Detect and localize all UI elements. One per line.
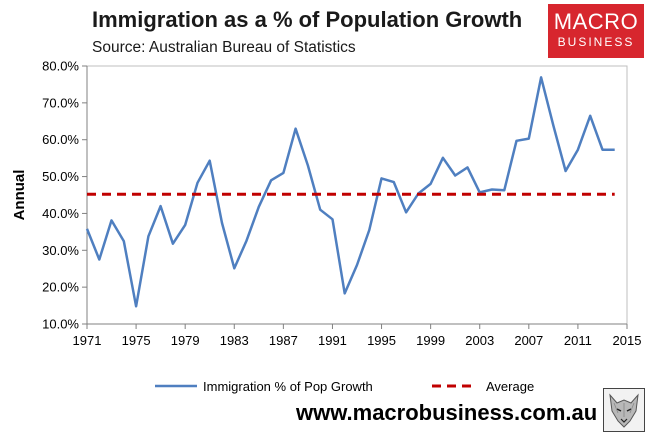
x-tick-label: 1987 (269, 333, 298, 348)
legend-label-immigration: Immigration % of Pop Growth (203, 379, 373, 394)
y-tick-label: 60.0% (42, 132, 79, 147)
logo-line1: MACRO (553, 9, 639, 34)
chart-subtitle: Source: Australian Bureau of Statistics (92, 39, 356, 56)
macrobusiness-logo: MACRO BUSINESS (548, 4, 644, 58)
series-line-immigration (85, 76, 615, 308)
x-tick-label: 1971 (73, 333, 102, 348)
wolf-head-icon (603, 388, 645, 432)
x-tick-label: 1991 (318, 333, 347, 348)
y-tick-label: 20.0% (42, 280, 79, 295)
logo-line2: BUSINESS (557, 35, 635, 49)
y-tick-label: 80.0% (42, 59, 79, 74)
chart-title: Immigration as a % of Population Growth (92, 7, 523, 32)
x-tick-label: 1983 (220, 333, 249, 348)
y-tick-label: 10.0% (42, 317, 79, 332)
y-axis-label: Annual (11, 170, 28, 221)
y-tick-label: 40.0% (42, 206, 79, 221)
x-tick-label: 1979 (171, 333, 200, 348)
y-tick-label: 50.0% (42, 169, 79, 184)
line-chart: 10.0% 20.0% 30.0% 40.0% 50.0% 60.0% 70.0% 80.0%… (11, 59, 642, 395)
legend-label-average: Average (486, 379, 534, 394)
x-tick-label: 2015 (613, 333, 642, 348)
x-tick-label: 2007 (514, 333, 543, 348)
x-tick-label: 2003 (465, 333, 494, 348)
x-tick-label: 2011 (564, 333, 592, 348)
x-tick-label: 1999 (416, 333, 445, 348)
y-tick-label: 70.0% (42, 95, 79, 110)
x-tick-label: 1975 (122, 333, 151, 348)
x-tick-label: 1995 (367, 333, 396, 348)
website-url: www.macrobusiness.com.au (296, 400, 598, 425)
y-tick-label: 30.0% (42, 243, 79, 258)
